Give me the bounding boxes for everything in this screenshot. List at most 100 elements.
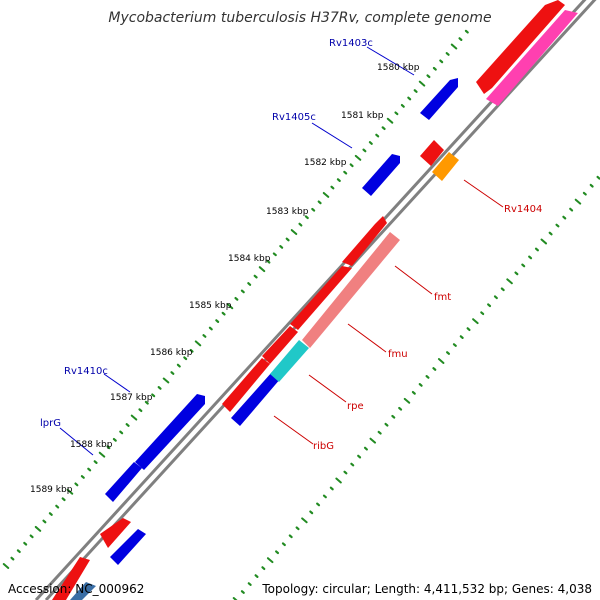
gene-fmt[interactable] <box>342 216 387 266</box>
minor-tick <box>534 247 539 252</box>
minor-tick <box>500 287 505 292</box>
minor-tick <box>23 541 28 546</box>
minor-tick <box>548 231 553 236</box>
gene-top-magenta[interactable] <box>486 10 578 106</box>
gene-Rv1403c[interactable] <box>420 78 458 120</box>
minor-tick <box>240 590 245 594</box>
minor-tick <box>381 126 386 131</box>
gene-label-fmu[interactable]: fmu <box>388 349 408 360</box>
gene-rpe[interactable] <box>270 340 309 382</box>
minor-tick <box>42 519 47 524</box>
minor-tick <box>170 371 175 375</box>
minor-tick <box>138 408 143 413</box>
minor-tick <box>93 460 98 464</box>
major-tick <box>66 488 74 495</box>
gene-label-Rv1403c[interactable]: Rv1403c <box>329 38 373 49</box>
major-tick <box>386 117 394 124</box>
major-tick <box>130 414 138 421</box>
minor-tick <box>176 363 181 368</box>
minor-tick <box>247 282 252 286</box>
gene-bottom-red <box>52 557 90 600</box>
gene-bottom-stub <box>70 582 96 600</box>
minor-tick <box>317 200 322 205</box>
minor-tick <box>596 175 600 180</box>
gene-lower-red[interactable] <box>100 518 131 548</box>
minor-tick <box>247 582 252 586</box>
gene-label-fmt[interactable]: fmt <box>434 292 451 303</box>
tick-label: 1581 kbp <box>341 111 384 121</box>
minor-tick <box>425 375 430 379</box>
accession-label: Accession: NC_000962 <box>8 582 145 596</box>
minor-tick <box>316 502 321 507</box>
major-tick <box>354 154 362 161</box>
gene-reverse-lower[interactable] <box>110 529 146 565</box>
forward-strand-genes <box>52 0 578 600</box>
gene-lprG[interactable] <box>105 462 142 502</box>
gene-Rv1404-red[interactable] <box>420 140 444 166</box>
minor-tick <box>208 326 213 331</box>
major-tick <box>322 191 330 198</box>
gene-red-mid[interactable] <box>262 326 298 364</box>
gene-label-Rv1405c[interactable]: Rv1405c <box>272 112 316 123</box>
minor-tick <box>426 74 431 79</box>
minor-tick <box>330 185 335 190</box>
minor-tick <box>295 526 300 531</box>
minor-tick <box>458 37 463 41</box>
minor-tick <box>400 104 405 108</box>
minor-tick <box>528 255 533 260</box>
minor-tick <box>418 383 423 387</box>
minor-tick <box>464 29 469 34</box>
tick-label: 1582 kbp <box>304 158 347 168</box>
tick-label: 1586 kbp <box>150 348 193 358</box>
major-tick <box>301 517 308 524</box>
gene-Rv1404[interactable] <box>432 152 459 181</box>
minor-tick <box>452 343 457 347</box>
minor-tick <box>349 163 354 168</box>
minor-tick <box>322 494 327 499</box>
tick-label: 1588 kbp <box>70 440 113 450</box>
gene-red-low[interactable] <box>222 358 270 412</box>
minor-tick <box>253 274 258 279</box>
minor-tick <box>394 111 399 116</box>
minor-tick <box>288 534 293 539</box>
minor-tick <box>377 430 382 435</box>
minor-tick <box>266 259 271 264</box>
gene-label-Rv1404[interactable]: Rv1404 <box>504 204 542 215</box>
minor-tick <box>480 311 485 316</box>
gene-label-Rv1410c[interactable]: Rv1410c <box>64 366 108 377</box>
major-tick <box>369 437 377 444</box>
minor-tick <box>309 510 314 515</box>
gene-fmu[interactable] <box>302 232 400 348</box>
minor-tick <box>279 245 284 249</box>
minor-tick <box>487 303 492 308</box>
minor-tick <box>329 486 334 491</box>
major-tick <box>574 198 582 205</box>
minor-tick <box>16 549 21 554</box>
minor-tick <box>336 178 341 182</box>
minor-tick <box>87 467 92 472</box>
minor-tick <box>304 215 309 220</box>
minor-tick <box>459 335 464 339</box>
minor-tick <box>298 222 303 227</box>
minor-tick <box>151 393 156 398</box>
gene-label-rpe[interactable]: rpe <box>347 401 364 412</box>
minor-tick <box>10 556 15 561</box>
gene-label-lprG[interactable]: lprG <box>40 418 61 429</box>
gene-Rv1410c[interactable] <box>135 394 205 470</box>
topology-label: Topology: circular; Length: 4,411,532 bp… <box>262 582 592 596</box>
tick-label: 1580 kbp <box>377 63 420 73</box>
gene-Rv1405c[interactable] <box>362 154 400 196</box>
minor-tick <box>29 534 34 539</box>
minor-tick <box>413 89 418 93</box>
gene-label-ribG[interactable]: ribG <box>313 441 334 452</box>
major-tick <box>162 377 170 384</box>
major-tick <box>98 451 106 458</box>
gene-labels: Rv1403c Rv1405c Rv1410c lprG Rv1404 fmt … <box>40 38 542 452</box>
minor-tick <box>254 574 259 578</box>
gene-top-red[interactable] <box>476 0 565 94</box>
minor-tick <box>112 437 117 442</box>
tick-label: 1583 kbp <box>266 207 309 217</box>
gene-ribG[interactable] <box>231 372 281 426</box>
gene-fmt-segment[interactable] <box>290 266 352 330</box>
